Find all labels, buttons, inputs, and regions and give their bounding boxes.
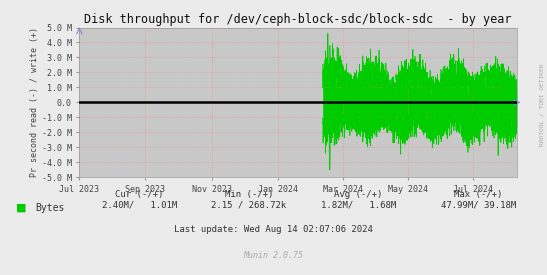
Text: 47.99M/ 39.18M: 47.99M/ 39.18M: [441, 201, 516, 210]
Text: Cur (-/+): Cur (-/+): [115, 190, 164, 199]
Text: ■: ■: [16, 203, 27, 213]
Text: Munin 2.0.75: Munin 2.0.75: [243, 252, 304, 260]
Text: Min (-/+): Min (-/+): [225, 190, 273, 199]
Text: 2.15 / 268.72k: 2.15 / 268.72k: [211, 201, 287, 210]
Text: Bytes: Bytes: [36, 203, 65, 213]
Text: Avg (-/+): Avg (-/+): [334, 190, 382, 199]
Title: Disk throughput for /dev/ceph-block-sdc/block-sdc  - by year: Disk throughput for /dev/ceph-block-sdc/…: [84, 13, 512, 26]
Y-axis label: Pr second read (-) / write (+): Pr second read (-) / write (+): [30, 28, 39, 177]
Text: Max (-/+): Max (-/+): [455, 190, 503, 199]
Text: 1.82M/   1.68M: 1.82M/ 1.68M: [321, 201, 396, 210]
Text: Last update: Wed Aug 14 02:07:06 2024: Last update: Wed Aug 14 02:07:06 2024: [174, 226, 373, 234]
Text: 2.40M/   1.01M: 2.40M/ 1.01M: [102, 201, 177, 210]
Text: RRDTOOL / TOBI OETIKER: RRDTOOL / TOBI OETIKER: [539, 63, 544, 146]
